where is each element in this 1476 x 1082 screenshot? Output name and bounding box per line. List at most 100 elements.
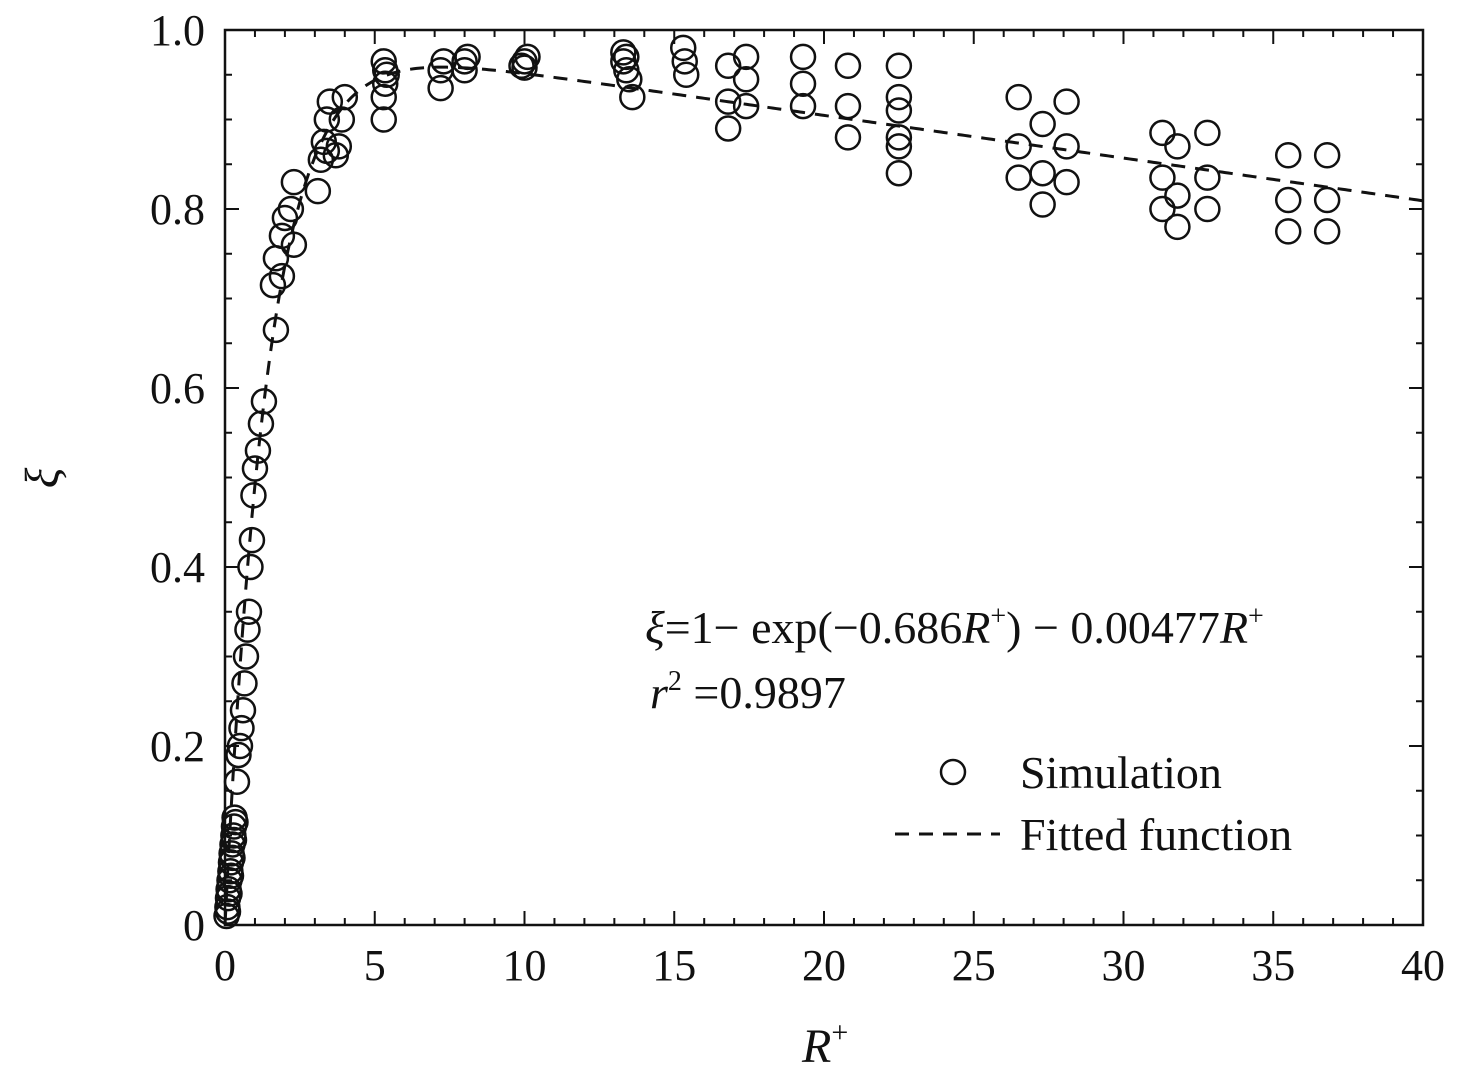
simulation-point <box>834 124 862 151</box>
x-axis-ticks <box>224 30 1424 925</box>
y-axis-ticks <box>225 29 1423 926</box>
simulation-point <box>610 39 637 66</box>
x-tick-label: 30 <box>1102 941 1146 990</box>
simulation-point <box>732 65 760 93</box>
simulation-points <box>213 34 1341 930</box>
simulation-point <box>669 34 697 62</box>
x-tick-label: 0 <box>214 941 236 990</box>
simulation-point <box>240 482 267 509</box>
simulation-point <box>280 168 308 196</box>
y-tick-label: 1.0 <box>150 6 205 55</box>
y-tick-label: 0.4 <box>150 543 205 592</box>
y-tick-label: 0.6 <box>150 364 205 413</box>
y-tick-label: 0.8 <box>150 185 205 234</box>
simulation-point <box>834 52 862 80</box>
simulation-point <box>223 768 251 796</box>
simulation-point <box>225 741 252 769</box>
simulation-point <box>220 826 248 854</box>
equation-part-1: =1− exp(−0.686 <box>665 602 963 653</box>
x-axis-label-text: R <box>801 1020 831 1073</box>
simulation-point <box>234 616 261 643</box>
simulation-point <box>1313 186 1341 214</box>
simulation-point <box>1164 182 1191 209</box>
simulation-point <box>1194 195 1221 223</box>
equation-sup-2: + <box>1248 601 1264 632</box>
r2-r: r <box>650 667 669 718</box>
legend-marker-simulation <box>939 758 967 786</box>
simulation-point <box>885 52 913 80</box>
simulation-point <box>789 70 817 97</box>
simulation-point <box>1164 213 1191 241</box>
simulation-point <box>613 43 640 71</box>
simulation-point <box>1029 191 1056 218</box>
x-tick-label: 10 <box>503 941 547 990</box>
equation-R1: R <box>961 602 990 653</box>
simulation-point <box>217 862 245 890</box>
y-tick-label: 0 <box>183 901 205 950</box>
fitted-function-line <box>223 65 1424 926</box>
simulation-point <box>222 808 249 836</box>
simulation-point <box>280 231 308 259</box>
simulation-point <box>732 43 760 71</box>
simulation-point <box>232 643 260 670</box>
legend-label-fitted: Fitted function <box>1020 809 1292 860</box>
simulation-point <box>789 43 817 71</box>
simulation-point <box>885 133 913 160</box>
simulation-point <box>313 137 341 165</box>
simulation-point <box>1274 218 1302 245</box>
equation-sup-1: + <box>990 601 1006 632</box>
simulation-point <box>1053 88 1080 115</box>
simulation-point <box>241 455 269 482</box>
simulation-point <box>885 159 913 187</box>
simulation-point <box>371 70 399 97</box>
simulation-point <box>1149 195 1176 223</box>
simulation-point <box>259 271 287 299</box>
simulation-point <box>231 670 258 697</box>
simulation-point <box>672 61 700 88</box>
r-squared: r2 =0.9897 <box>650 666 846 718</box>
simulation-point <box>1164 133 1191 160</box>
simulation-point <box>1053 133 1080 160</box>
y-axis-tick-labels: 0 0.2 0.4 0.6 0.8 1.0 <box>150 6 205 950</box>
legend: Simulation Fitted function <box>895 747 1292 860</box>
simulation-point <box>732 92 760 120</box>
simulation-point <box>714 88 742 115</box>
simulation-point <box>316 88 344 115</box>
simulation-point <box>219 844 246 872</box>
simulation-point <box>885 83 913 111</box>
plot-frame <box>223 28 1425 927</box>
equation-xi: ξ <box>645 602 665 653</box>
y-axis-label: ξ <box>16 467 69 488</box>
simulation-point <box>313 106 341 133</box>
simulation-point <box>1005 83 1032 111</box>
simulation-point <box>834 92 862 120</box>
simulation-point <box>427 74 454 102</box>
x-tick-label: 20 <box>802 941 846 990</box>
legend-label-simulation: Simulation <box>1020 747 1222 798</box>
simulation-point <box>1194 164 1221 191</box>
x-tick-label: 5 <box>364 941 386 990</box>
simulation-point <box>1313 142 1341 169</box>
r2-sup: 2 <box>668 666 682 697</box>
x-axis-tick-labels: 0 5 10 15 20 25 30 35 40 <box>214 941 1445 990</box>
simulation-point <box>1029 159 1056 187</box>
simulation-point <box>250 388 278 415</box>
simulation-point <box>511 48 538 75</box>
simulation-point <box>1149 119 1176 147</box>
simulation-point <box>514 43 541 71</box>
simulation-point <box>451 48 478 75</box>
simulation-point <box>229 696 257 724</box>
simulation-point <box>714 52 742 80</box>
x-axis-label: R+ <box>801 1016 848 1073</box>
simulation-point <box>226 732 254 760</box>
simulation-point <box>511 54 538 81</box>
simulation-point <box>789 92 817 120</box>
simulation-point <box>237 553 264 581</box>
simulation-point <box>885 124 913 151</box>
x-tick-label: 40 <box>1401 941 1445 990</box>
simulation-point <box>1005 164 1032 191</box>
simulation-point <box>304 177 332 205</box>
equation-part-2: ) − 0.00477 <box>1006 602 1220 653</box>
simulation-point <box>1149 164 1176 191</box>
x-tick-label: 25 <box>952 941 996 990</box>
